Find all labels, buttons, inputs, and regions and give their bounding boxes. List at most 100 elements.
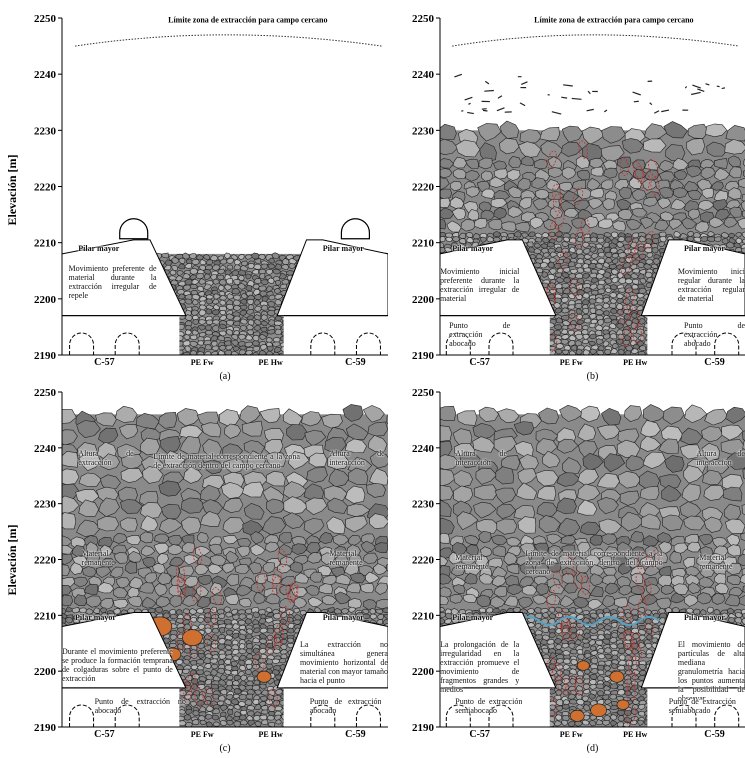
rock — [253, 335, 259, 341]
fracture — [717, 86, 720, 87]
fracture — [633, 92, 641, 95]
annotation-box: Punto de extracción abocado — [449, 321, 510, 381]
rock — [193, 319, 199, 324]
annotation: Durante el movimiento preferente se prod… — [62, 647, 173, 683]
rock — [583, 643, 590, 648]
column-label: PE Fw — [560, 358, 583, 367]
rock — [59, 512, 76, 529]
rock — [569, 274, 576, 279]
rock — [219, 279, 226, 285]
rock — [570, 669, 577, 675]
extraction-limit — [75, 35, 381, 46]
rock — [688, 542, 701, 552]
rock — [253, 699, 259, 704]
rock — [437, 124, 457, 140]
fracture — [552, 112, 561, 114]
annotation-box: Punto de extracción abocado — [684, 321, 745, 381]
rock — [556, 232, 563, 237]
annotation-box: Altura de extracción — [78, 449, 133, 509]
fracture — [722, 88, 725, 89]
rock — [432, 485, 453, 500]
rock — [609, 303, 616, 308]
rock — [235, 565, 249, 574]
rock — [115, 406, 137, 422]
rock — [311, 572, 323, 582]
top-note: Límite zona de extracción para campo cer… — [534, 15, 693, 24]
rock — [633, 615, 638, 620]
rock — [590, 535, 603, 545]
annotation: Pilar mayor — [452, 244, 513, 253]
rock — [563, 659, 570, 664]
rock — [240, 310, 246, 316]
fracture — [498, 96, 502, 99]
annotation-box: Material remanente — [82, 549, 134, 609]
rock — [253, 685, 260, 690]
rock — [638, 246, 645, 251]
rock — [275, 706, 283, 711]
rock — [598, 289, 604, 294]
rock — [210, 595, 224, 605]
y-tick-label: 2210 — [412, 238, 435, 250]
rock — [169, 585, 181, 596]
rock — [269, 295, 276, 300]
rock — [513, 608, 520, 613]
y-tick-label: 2240 — [412, 69, 435, 81]
fracture — [461, 111, 463, 112]
rock — [645, 624, 652, 630]
undercut-drift — [120, 219, 148, 239]
rock — [268, 278, 274, 284]
y-tick-label: 2250 — [34, 387, 57, 399]
rock — [624, 314, 630, 320]
rock — [578, 278, 584, 284]
rock — [231, 670, 238, 675]
rock — [259, 286, 267, 291]
y-axis-label: Elevación [m] — [5, 525, 19, 596]
annotation: Movimiento inici regular durante la extr… — [678, 267, 745, 303]
rock — [259, 610, 266, 615]
y-tick-label: 2220 — [34, 182, 57, 194]
y-tick-label: 2250 — [412, 13, 435, 25]
rock — [218, 668, 225, 674]
rock — [618, 288, 625, 293]
panel-label: (a) — [219, 371, 230, 382]
y-tick-label: 2210 — [34, 610, 57, 622]
column-label: C-59 — [345, 357, 366, 368]
rock — [239, 634, 246, 640]
rock — [261, 710, 268, 714]
rock — [598, 613, 604, 618]
rock — [232, 289, 240, 294]
rock — [432, 426, 452, 442]
fracture — [697, 89, 704, 92]
panel: Límite zona de extracción para campo cer… — [412, 13, 745, 382]
rock — [254, 326, 261, 331]
rock — [453, 236, 460, 241]
fracture — [604, 110, 607, 112]
rock — [493, 231, 500, 236]
rock — [66, 617, 73, 623]
rock — [261, 720, 268, 725]
rock — [213, 320, 220, 325]
rock — [595, 330, 602, 336]
rock — [245, 669, 251, 674]
rock — [218, 614, 225, 619]
rock — [582, 339, 588, 343]
y-tick-label: 2200 — [34, 666, 57, 678]
rock — [261, 706, 268, 711]
rock — [631, 313, 637, 318]
annotation-box: Altura de interacción — [329, 449, 384, 509]
annotation: Pilar mayor — [78, 244, 143, 253]
rock — [561, 339, 569, 344]
fracture — [685, 86, 686, 88]
annotation-box: Material remanente — [329, 549, 384, 609]
rock — [179, 566, 194, 576]
rock — [234, 295, 241, 300]
rock — [227, 304, 234, 309]
annotation: Material remanente — [329, 549, 384, 567]
panel: Límite zona de extracción para campo cer… — [34, 13, 393, 382]
rock — [234, 321, 241, 326]
rock — [583, 293, 590, 298]
rock — [535, 635, 543, 640]
rock — [245, 700, 252, 706]
rock — [647, 635, 653, 640]
rock — [489, 219, 504, 229]
